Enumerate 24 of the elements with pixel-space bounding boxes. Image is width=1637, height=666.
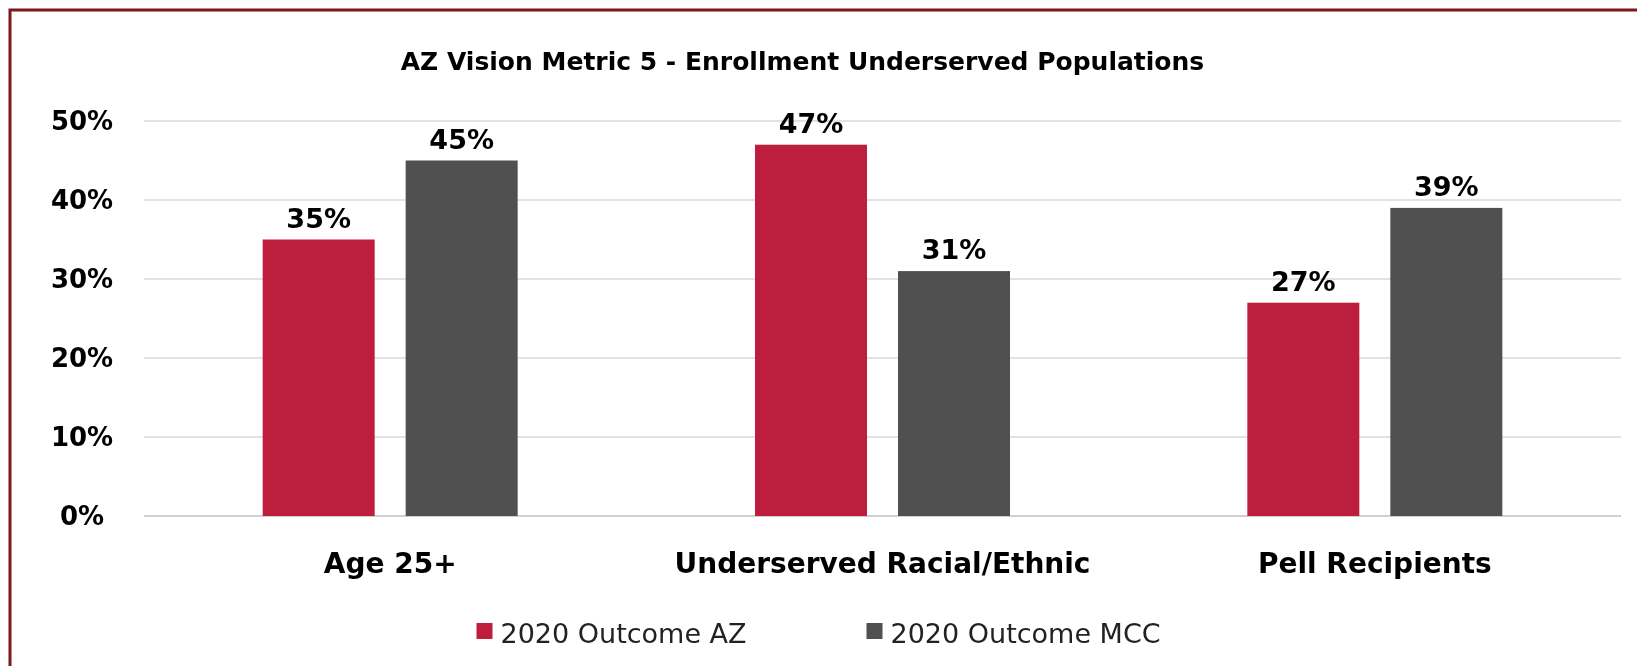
data-label: 47% bbox=[778, 107, 844, 139]
data-label: 31% bbox=[921, 234, 987, 266]
y-tick-label: 30% bbox=[50, 264, 114, 295]
y-tick-label: 50% bbox=[50, 106, 114, 137]
y-tick-label: 40% bbox=[50, 185, 114, 216]
data-label: 45% bbox=[429, 123, 494, 155]
y-tick-label: 10% bbox=[50, 422, 114, 453]
data-label: 35% bbox=[286, 202, 351, 234]
bar bbox=[1247, 302, 1360, 516]
bar bbox=[898, 271, 1010, 516]
chart-title: AZ Vision Metric 5 - Enrollment Underserved Populations bbox=[400, 47, 1205, 76]
data-label: 39% bbox=[1414, 170, 1479, 202]
bar bbox=[262, 239, 375, 516]
y-tick-label: 0% bbox=[59, 501, 105, 532]
legend-label: 2020 Outcome AZ bbox=[500, 618, 747, 650]
x-tick-label: Age 25+ bbox=[323, 547, 457, 580]
x-tick-label: Pell Recipients bbox=[1257, 547, 1492, 580]
data-label: 27% bbox=[1271, 265, 1336, 297]
bar bbox=[755, 144, 867, 516]
x-tick-label: Underserved Racial/Ethnic bbox=[674, 547, 1091, 580]
bar bbox=[1390, 207, 1503, 516]
legend-label: 2020 Outcome MCC bbox=[890, 618, 1161, 650]
bar bbox=[405, 160, 518, 516]
y-tick-label: 20% bbox=[50, 343, 114, 374]
